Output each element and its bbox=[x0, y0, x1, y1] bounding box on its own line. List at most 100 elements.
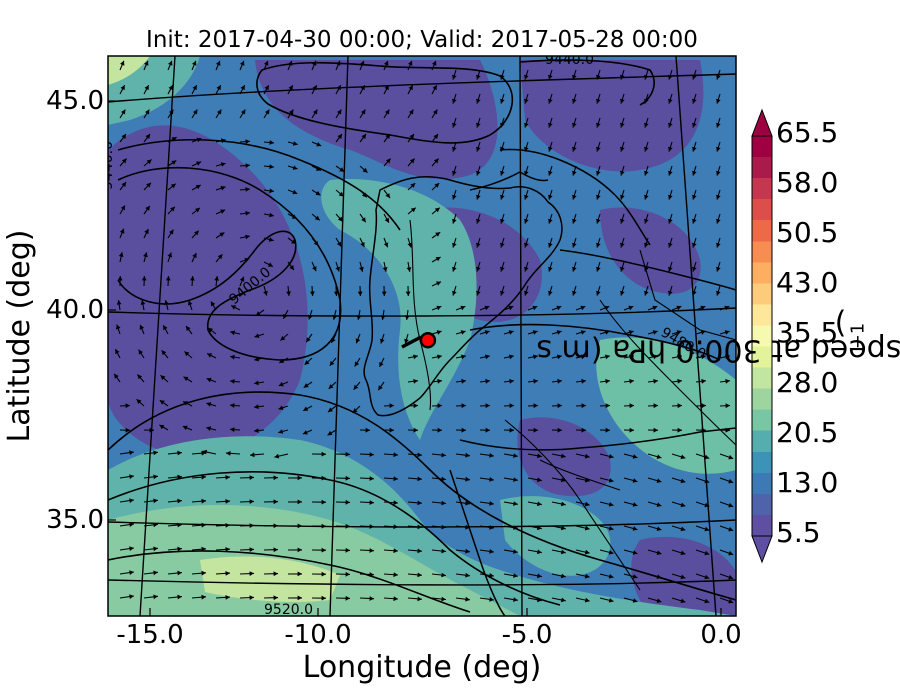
wind-vector-head bbox=[548, 290, 553, 296]
wind-vector-head bbox=[115, 324, 121, 330]
wind-vector-head bbox=[620, 98, 625, 104]
wind-vector-head bbox=[704, 478, 710, 484]
wind-vector-head bbox=[216, 60, 221, 66]
wind-vector-head bbox=[441, 596, 446, 602]
wind-vector-head bbox=[274, 453, 280, 459]
wind-vector-head bbox=[435, 257, 441, 262]
wind-vector-head bbox=[292, 165, 298, 170]
wind-vector-head bbox=[668, 266, 673, 272]
wind-vector-head bbox=[245, 139, 250, 144]
wind-vector-head bbox=[153, 522, 158, 528]
wind-vector-head bbox=[361, 109, 366, 115]
colorbar-label-close: ) bbox=[834, 305, 847, 341]
wind-vector-head bbox=[225, 475, 230, 480]
wind-vector-head bbox=[509, 378, 514, 384]
wind-vector-head bbox=[177, 594, 182, 600]
wind-vector-head bbox=[537, 573, 542, 579]
map-title: Init: 2017-04-30 00:00; Valid: 2017-05-2… bbox=[146, 27, 698, 53]
wind-vector-head bbox=[336, 85, 341, 91]
wind-vector-head bbox=[230, 427, 235, 432]
wind-vector-head bbox=[417, 596, 422, 602]
wind-vector-head bbox=[184, 351, 190, 357]
wind-vector-head bbox=[328, 384, 334, 389]
wind-vector-head bbox=[524, 74, 529, 80]
wind-vector-head bbox=[240, 60, 245, 66]
wind-vector-head bbox=[369, 452, 374, 457]
wind-vector-head bbox=[608, 454, 614, 459]
wind-vector-head bbox=[656, 502, 662, 507]
wind-vector-head bbox=[692, 146, 697, 152]
wind-vector-head bbox=[268, 237, 274, 242]
wind-vector-head bbox=[220, 209, 226, 214]
wind-vector-head bbox=[692, 74, 697, 80]
wind-vector-head bbox=[436, 330, 442, 335]
wind-vector-head bbox=[716, 122, 721, 128]
wind-vector-head bbox=[513, 453, 518, 458]
y-tick-label: 35.0 bbox=[46, 505, 104, 535]
wind-vector-head bbox=[393, 596, 398, 602]
wind-vector-head bbox=[168, 85, 173, 91]
wind-vector-head bbox=[345, 571, 350, 577]
wind-vector-head bbox=[114, 373, 119, 379]
wind-vector-head bbox=[413, 354, 418, 360]
colorbar bbox=[751, 108, 773, 564]
wind-vector-head bbox=[700, 305, 706, 311]
wind-vector-head bbox=[509, 403, 514, 409]
wind-vector-head bbox=[216, 85, 221, 91]
wind-vector-head bbox=[129, 474, 134, 479]
wind-vector-head bbox=[303, 383, 309, 388]
wind-vector-head bbox=[264, 60, 269, 66]
wind-vector-head bbox=[452, 194, 457, 200]
wind-vector-head bbox=[177, 450, 182, 456]
wind-vector-head bbox=[121, 158, 127, 164]
wind-vector-head bbox=[385, 158, 391, 164]
wind-vector-head bbox=[220, 162, 226, 167]
wind-vector-head bbox=[632, 598, 638, 603]
wind-vector-head bbox=[653, 354, 658, 360]
wind-vector-head bbox=[408, 60, 413, 66]
wind-vector-head bbox=[620, 218, 625, 224]
wind-vector-head bbox=[557, 403, 562, 409]
wind-vector-head bbox=[273, 523, 278, 529]
wind-vector-head bbox=[500, 290, 505, 296]
wind-vector-head bbox=[676, 330, 682, 335]
wind-vector-head bbox=[620, 74, 625, 80]
wind-vector-head bbox=[677, 427, 682, 433]
wind-vector-head bbox=[436, 305, 442, 311]
wind-vector-head bbox=[153, 450, 158, 456]
wind-vector-head bbox=[145, 205, 150, 211]
wind-vector-head bbox=[465, 524, 470, 530]
wind-vector-head bbox=[201, 594, 206, 600]
wind-vector-head bbox=[584, 597, 590, 603]
wind-vector-head bbox=[476, 218, 481, 224]
wind-vector-head bbox=[121, 182, 127, 187]
wind-vector-head bbox=[604, 305, 610, 311]
wind-vector-head bbox=[485, 354, 490, 360]
wind-vector-head bbox=[192, 85, 197, 91]
wind-vector-head bbox=[303, 406, 309, 411]
wind-vector-head bbox=[115, 349, 120, 355]
wind-vector-head bbox=[524, 122, 529, 128]
geopotential-contours bbox=[108, 59, 736, 613]
wind-vector-head bbox=[524, 290, 529, 296]
wind-vector-head bbox=[668, 74, 673, 80]
contour-label-left: 9440.0 bbox=[100, 141, 116, 190]
wind-vector-head bbox=[383, 242, 389, 248]
wind-vector-head bbox=[389, 427, 394, 433]
wind-vector-head bbox=[437, 427, 442, 433]
wind-vector-head bbox=[201, 474, 206, 480]
wind-vector-head bbox=[524, 194, 529, 200]
wind-vector-head bbox=[701, 378, 706, 384]
wind-vector-head bbox=[434, 207, 440, 213]
wind-vector-head bbox=[716, 266, 721, 272]
wind-vector-head bbox=[572, 266, 577, 272]
wind-vector-head bbox=[217, 254, 223, 260]
wind-vector-head bbox=[680, 550, 686, 556]
wind-vector-head bbox=[129, 570, 134, 575]
wind-vector-head bbox=[302, 430, 308, 435]
wind-vector-head bbox=[537, 477, 542, 483]
wind-vector-head bbox=[572, 98, 577, 104]
wind-vector-head bbox=[177, 522, 182, 528]
wind-vector-head bbox=[581, 403, 586, 409]
wind-vector-head bbox=[406, 267, 412, 272]
